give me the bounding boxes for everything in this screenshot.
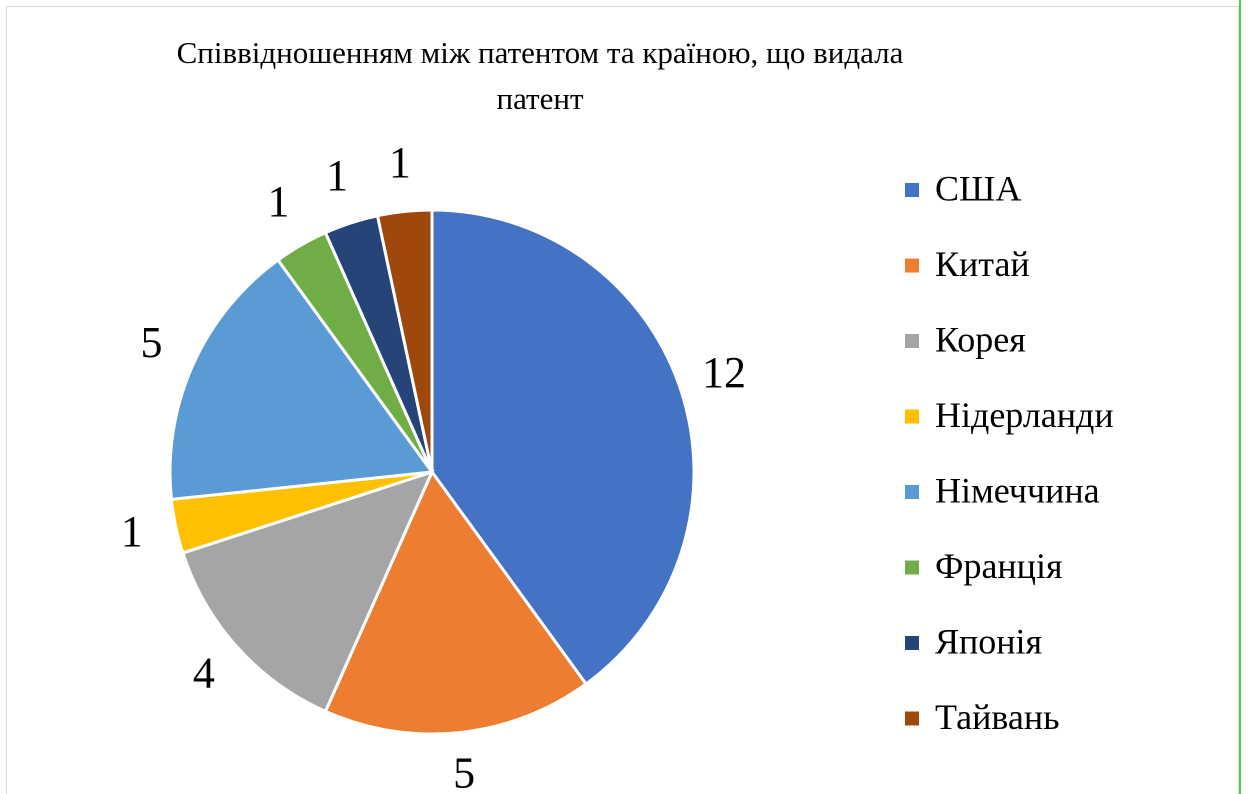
pie-slice xyxy=(430,208,696,687)
legend-label: Німеччина xyxy=(935,470,1100,510)
data-label: 1 xyxy=(326,151,348,200)
legend-swatch xyxy=(905,409,919,424)
data-label: 12 xyxy=(702,348,746,397)
data-label: 1 xyxy=(389,138,411,187)
legend-swatch xyxy=(905,711,919,726)
data-label: 5 xyxy=(453,748,475,794)
data-label: 1 xyxy=(121,507,143,556)
legend-label: Японія xyxy=(935,621,1042,661)
pie-slice xyxy=(375,208,434,473)
legend-swatch xyxy=(905,485,919,499)
legend-swatch xyxy=(905,183,919,197)
chart-border xyxy=(6,6,1239,794)
pie-slice xyxy=(180,469,435,714)
legend-label: Корея xyxy=(935,319,1026,359)
legend-label: Нідерланди xyxy=(935,395,1114,435)
legend-label: Франція xyxy=(935,546,1063,586)
legend-label: Китай xyxy=(935,244,1030,284)
legend-swatch xyxy=(905,258,919,273)
pie-slice xyxy=(168,257,435,502)
legend-swatch xyxy=(905,560,919,575)
data-label: 1 xyxy=(268,177,290,226)
pie-slice xyxy=(323,469,589,736)
legend-swatch xyxy=(905,636,919,650)
legend-label: Тайвань xyxy=(935,697,1060,737)
legend-swatch xyxy=(905,334,919,348)
chart-title: Співвідношенням між патентом та країною,… xyxy=(176,35,904,116)
legend-label: США xyxy=(935,168,1021,208)
data-label: 5 xyxy=(141,318,163,367)
data-label: 4 xyxy=(193,649,215,698)
